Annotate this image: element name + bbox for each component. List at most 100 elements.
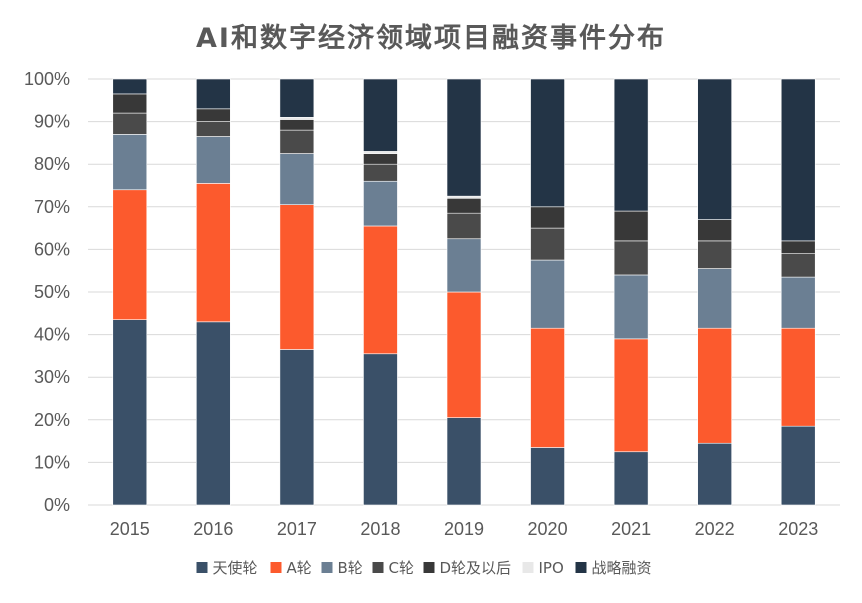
legend-item: A轮 [270, 559, 312, 577]
legend-swatch [575, 562, 587, 573]
bar-segment [446, 417, 482, 506]
legend-swatch [372, 562, 384, 573]
bar-segment [363, 163, 398, 182]
bar-segment [196, 78, 231, 110]
x-tick-label: 2019 [444, 519, 484, 539]
legend-label: 天使轮 [213, 559, 258, 577]
bar-segment [613, 240, 649, 276]
legend-item: C轮 [372, 559, 414, 577]
legend-item: B轮 [321, 559, 363, 577]
bar-segment [780, 276, 816, 329]
y-tick-label: 40% [34, 325, 70, 345]
y-tick-label: 90% [34, 112, 70, 132]
bar-segment [363, 153, 398, 165]
legend-label: A轮 [287, 559, 312, 577]
legend-swatch [270, 562, 282, 573]
bar-segment [363, 225, 398, 355]
legend-item: 战略融资 [575, 559, 652, 577]
x-tick-label: 2017 [277, 519, 317, 539]
bar-segment [363, 353, 398, 506]
legend-swatch [522, 562, 534, 573]
bar-segment [446, 197, 482, 214]
legend-swatch [321, 562, 333, 573]
x-tick-label: 2015 [110, 519, 150, 539]
bar-segment [363, 151, 398, 154]
x-tick-label: 2016 [193, 519, 233, 539]
bar-segment [780, 425, 816, 506]
bar-segment [446, 291, 482, 418]
y-tick-label: 50% [34, 282, 70, 302]
bar-segment [112, 112, 148, 135]
x-tick-label: 2020 [528, 519, 568, 539]
legend-swatch [423, 562, 435, 573]
bar-segment [613, 274, 649, 340]
bar-segment [446, 195, 482, 199]
bar-segment [112, 134, 148, 191]
y-tick-label: 100% [24, 69, 70, 89]
legend-label: C轮 [389, 559, 414, 577]
bar-segment [112, 189, 148, 320]
bar-segment [279, 78, 315, 118]
y-tick-label: 60% [34, 239, 70, 259]
bar-segment [196, 121, 231, 137]
bar-segment [780, 240, 816, 254]
bar-segment [530, 78, 565, 208]
bar-segment [446, 212, 482, 240]
bar-segment [446, 78, 482, 197]
x-tick-label: 2022 [695, 519, 735, 539]
bar-segment [530, 206, 565, 229]
bar-segment [613, 78, 649, 212]
legend-swatch [196, 562, 208, 573]
bar-segment [279, 119, 315, 131]
bar-segment [613, 210, 649, 242]
bar-segment [279, 153, 315, 205]
bar-segment [613, 451, 649, 506]
bar-segment [112, 93, 148, 114]
bar-segment [697, 240, 732, 269]
bar-segment [697, 78, 732, 220]
axes: 0% 10% 20% 30% 40% 50% 60% 70% 80% 90% 100% 2015 201… [24, 69, 818, 539]
legend-label: B轮 [338, 559, 363, 577]
bar-segment [697, 442, 732, 506]
bar-segment [780, 78, 816, 242]
y-tick-label: 70% [34, 197, 70, 217]
y-tick-label: 10% [34, 452, 70, 472]
y-tick-label: 80% [34, 154, 70, 174]
chart-title: AI和数字经济领域项目融资事件分布 [196, 23, 666, 54]
bar-segment [780, 253, 816, 278]
bars [112, 78, 816, 506]
bar-segment [530, 447, 565, 506]
x-tick-label: 2018 [360, 519, 400, 539]
bar-segment [780, 327, 816, 427]
bar-segment [530, 327, 565, 448]
bar-segment [196, 183, 231, 323]
bar-segment [613, 338, 649, 453]
bar-segment [196, 108, 231, 122]
legend-item: 天使轮 [196, 559, 258, 577]
legend-item: IPO [522, 559, 564, 577]
bar-segment [530, 259, 565, 329]
bar-segment [112, 78, 148, 95]
x-tick-label: 2023 [778, 519, 818, 539]
bar-segment [697, 327, 732, 444]
bar-segment [446, 238, 482, 293]
bar-segment [196, 136, 231, 184]
bar-segment [279, 349, 315, 506]
bar-segment [697, 268, 732, 329]
y-tick-label: 0% [44, 495, 70, 515]
bar-segment [279, 204, 315, 350]
bar-segment [697, 219, 732, 242]
bar-segment [112, 319, 148, 506]
x-tick-label: 2021 [611, 519, 651, 539]
legend-item: D轮及以后 [423, 559, 512, 577]
legend-label: D轮及以后 [440, 559, 512, 577]
bar-segment [279, 117, 315, 120]
bar-segment [279, 129, 315, 154]
bar-segment [363, 78, 398, 152]
y-tick-label: 30% [34, 367, 70, 387]
bar-segment [363, 180, 398, 227]
legend-label: 战略融资 [592, 559, 652, 577]
y-tick-label: 20% [34, 410, 70, 430]
legend-label: IPO [539, 559, 564, 577]
